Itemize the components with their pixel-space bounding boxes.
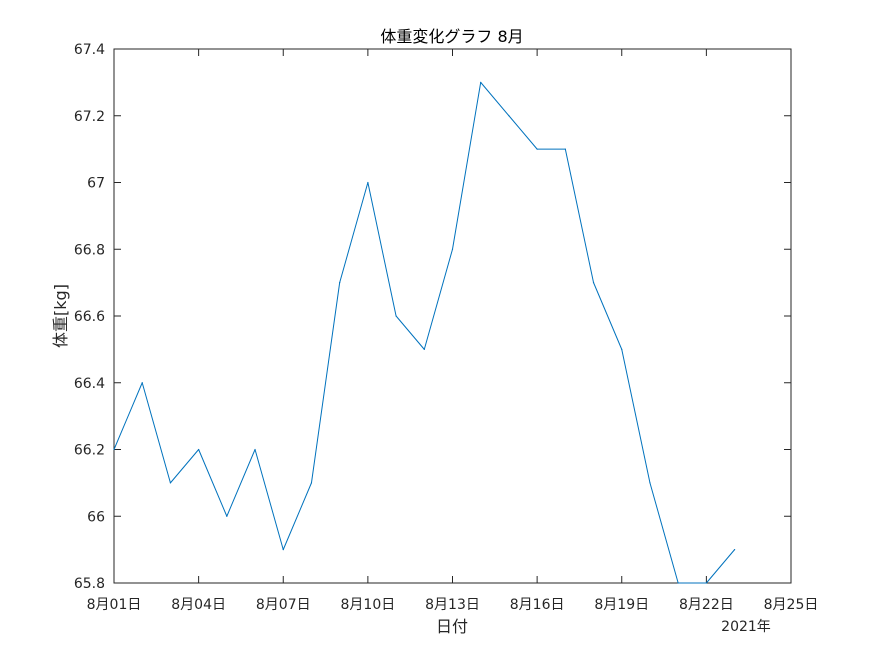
y-tick-label: 67.4 xyxy=(74,42,105,58)
x-tick-label: 8月16日 xyxy=(510,597,565,613)
x-tick-label: 8月25日 xyxy=(764,597,819,613)
x-tick-label: 8月10日 xyxy=(341,597,396,613)
data-point xyxy=(451,248,454,250)
data-point xyxy=(141,382,143,384)
x-tick-label: 8月04日 xyxy=(171,597,226,613)
data-point xyxy=(282,549,284,551)
y-tick-label: 66 xyxy=(87,509,105,525)
data-point xyxy=(339,282,341,284)
data-point xyxy=(113,448,115,451)
data-point xyxy=(169,482,172,484)
y-tick-label: 66.6 xyxy=(74,309,105,325)
data-point xyxy=(508,115,510,117)
x-tick-label: 8月13日 xyxy=(425,597,480,613)
y-tick-label: 66.4 xyxy=(74,376,105,392)
data-point xyxy=(395,315,397,317)
x-tick-label: 8月19日 xyxy=(594,597,649,613)
data-point xyxy=(254,448,256,451)
y-tick-label: 65.8 xyxy=(74,576,105,592)
data-point xyxy=(367,181,369,184)
data-point xyxy=(564,148,566,150)
data-point xyxy=(733,549,736,551)
data-point xyxy=(480,81,482,83)
x-tick-label: 8月07日 xyxy=(256,597,311,613)
data-point xyxy=(198,448,200,451)
data-point xyxy=(677,582,679,584)
series-layer xyxy=(113,81,736,584)
chart-title: 体重変化グラフ 8月 xyxy=(380,27,523,46)
y-tick-label: 67 xyxy=(87,176,105,192)
x-axis-title: 日付 xyxy=(436,617,468,636)
x-axis-year-label: 2021年 xyxy=(721,619,771,635)
data-point xyxy=(649,482,651,484)
x-axis-ticks: 8月01日 8月04日 8月07日 8月10日 8月13日 8月16日 8月19日 8月22日… xyxy=(87,49,819,613)
y-tick-label: 67.2 xyxy=(74,109,105,125)
x-tick-label: 8月22日 xyxy=(679,597,734,613)
data-point xyxy=(621,348,623,350)
data-point xyxy=(423,348,425,350)
y-axis-title: 体重[kg] xyxy=(51,284,70,348)
y-tick-label: 66.8 xyxy=(74,242,105,258)
data-point xyxy=(592,282,595,284)
data-point xyxy=(536,148,538,150)
data-point xyxy=(705,582,707,584)
y-tick-label: 66.2 xyxy=(74,443,105,459)
y-axis-ticks: 65.8 66 66.2 66.4 66.6 66.8 67 67.2 67.4 xyxy=(74,42,791,592)
x-tick-label: 8月01日 xyxy=(87,597,142,613)
plot-area-box xyxy=(113,48,792,584)
data-point xyxy=(310,482,313,484)
data-point xyxy=(226,515,228,517)
